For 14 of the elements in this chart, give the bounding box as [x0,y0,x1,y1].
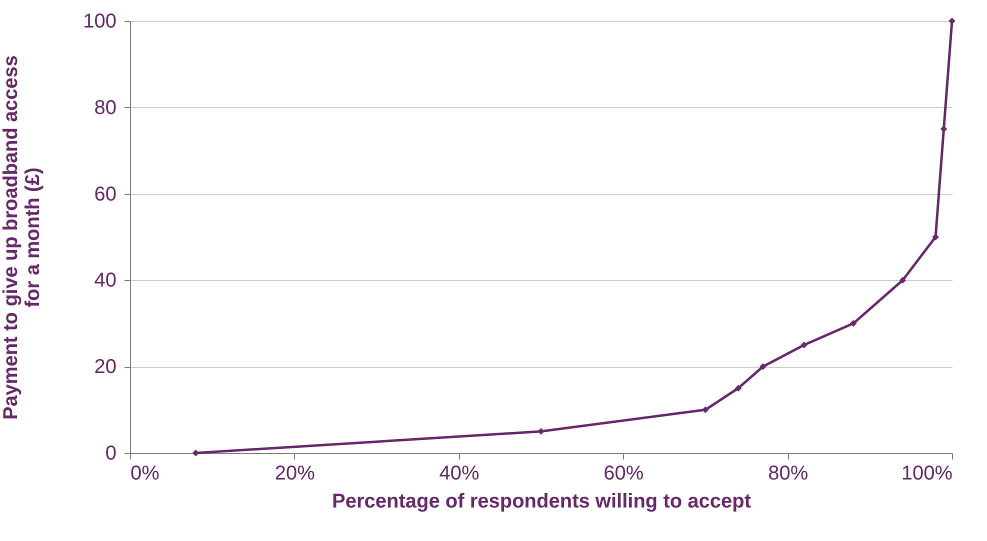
y-tick-label: 60 [94,183,116,206]
y-tick-label: 80 [94,96,116,119]
y-tick-label: 20 [94,356,116,378]
x-tick-label: 40% [439,462,480,484]
x-axis-title: Percentage of respondents willing to accept [332,490,752,512]
x-tick-label: 80% [768,462,808,484]
y-tick-label: 100 [83,10,116,32]
y-tick-label: 0 [105,442,116,464]
x-tick-label: 20% [274,462,316,484]
y-axis-title: Payment to give up broadband access for a month (£) [0,55,44,420]
x-tick-label: 60% [604,462,644,484]
x-tick-label: 0% [130,462,160,484]
x-tick-label: 100% [901,462,953,484]
y-tick-label: 40 [94,270,116,292]
